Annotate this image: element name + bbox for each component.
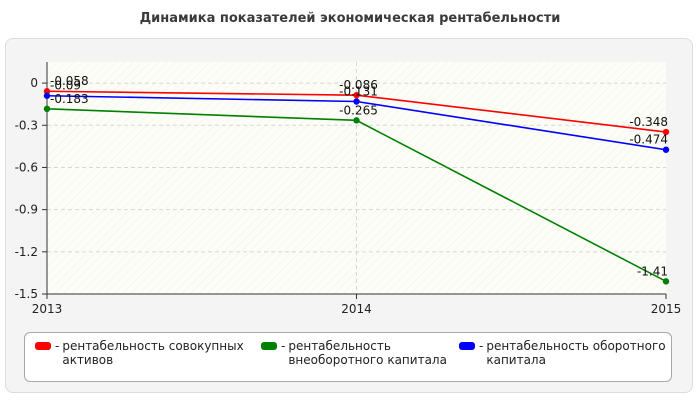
data-label: -0.348	[629, 115, 668, 129]
data-point	[662, 128, 670, 136]
y-tick-label: -1.2	[15, 245, 38, 259]
data-label: -0.086	[339, 78, 378, 92]
data-label: -0.09	[50, 79, 81, 93]
series-layer	[43, 88, 670, 285]
data-label: -1.41	[637, 264, 668, 278]
data-label: -0.183	[50, 92, 89, 106]
y-tick-label: -1.5	[15, 287, 38, 301]
data-point	[353, 98, 360, 105]
legend-label: рентабельность совокупных активов	[62, 339, 243, 367]
data-label: -0.058	[50, 74, 89, 88]
legend-label-line2: капитала	[486, 353, 546, 367]
legend-item-fixed-capital[interactable]: - рентабельность внеоборотного капитала	[261, 339, 447, 367]
data-point	[43, 105, 51, 113]
data-label: -0.265	[339, 103, 378, 117]
legend-swatch-blue	[459, 342, 475, 350]
legend-label-line1: рентабельность оборотного	[486, 339, 666, 353]
legend-label-line1: рентабельность совокупных	[62, 339, 244, 353]
data-point	[662, 146, 670, 153]
y-tick-label: -0.3	[15, 118, 38, 132]
legend: - рентабельность совокупных активов - ре…	[24, 332, 672, 382]
data-point	[353, 91, 360, 99]
y-tick-label: -0.9	[15, 203, 38, 217]
legend-label: рентабельность оборотного капитала	[486, 339, 665, 367]
legend-label-line2: активов	[62, 353, 114, 367]
x-tick-label: 2015	[651, 302, 682, 316]
data-point	[43, 88, 51, 95]
y-tick-label: -0.6	[15, 160, 38, 174]
data-point	[353, 117, 360, 124]
data-point	[43, 92, 51, 99]
legend-dash: -	[281, 339, 286, 353]
legend-label-line1: рентабельность	[288, 339, 391, 353]
data-point	[662, 278, 670, 285]
legend-swatch-green	[261, 342, 277, 350]
data-label: -0.474	[629, 133, 668, 147]
legend-item-working-capital[interactable]: - рентабельность оборотного капитала	[459, 339, 666, 367]
legend-item-total-assets[interactable]: - рентабельность совокупных активов	[35, 339, 244, 367]
legend-label-line2: внеоборотного капитала	[288, 353, 447, 367]
y-tick-label: 0	[30, 76, 38, 90]
chart-title: Динамика показателей экономическая рента…	[139, 11, 561, 26]
legend-label: рентабельность внеоборотного капитала	[288, 339, 447, 367]
legend-dash: -	[55, 339, 60, 353]
legend-dash: -	[479, 339, 484, 353]
data-label: -0.131	[339, 85, 378, 99]
data-labels: -0.058 -0.086 -0.348 -0.183 -0.265 -1.41 -0.09…	[50, 74, 668, 278]
legend-swatch-red	[35, 342, 51, 350]
x-tick-label: 2013	[32, 302, 63, 316]
x-tick-label: 2014	[341, 302, 372, 316]
